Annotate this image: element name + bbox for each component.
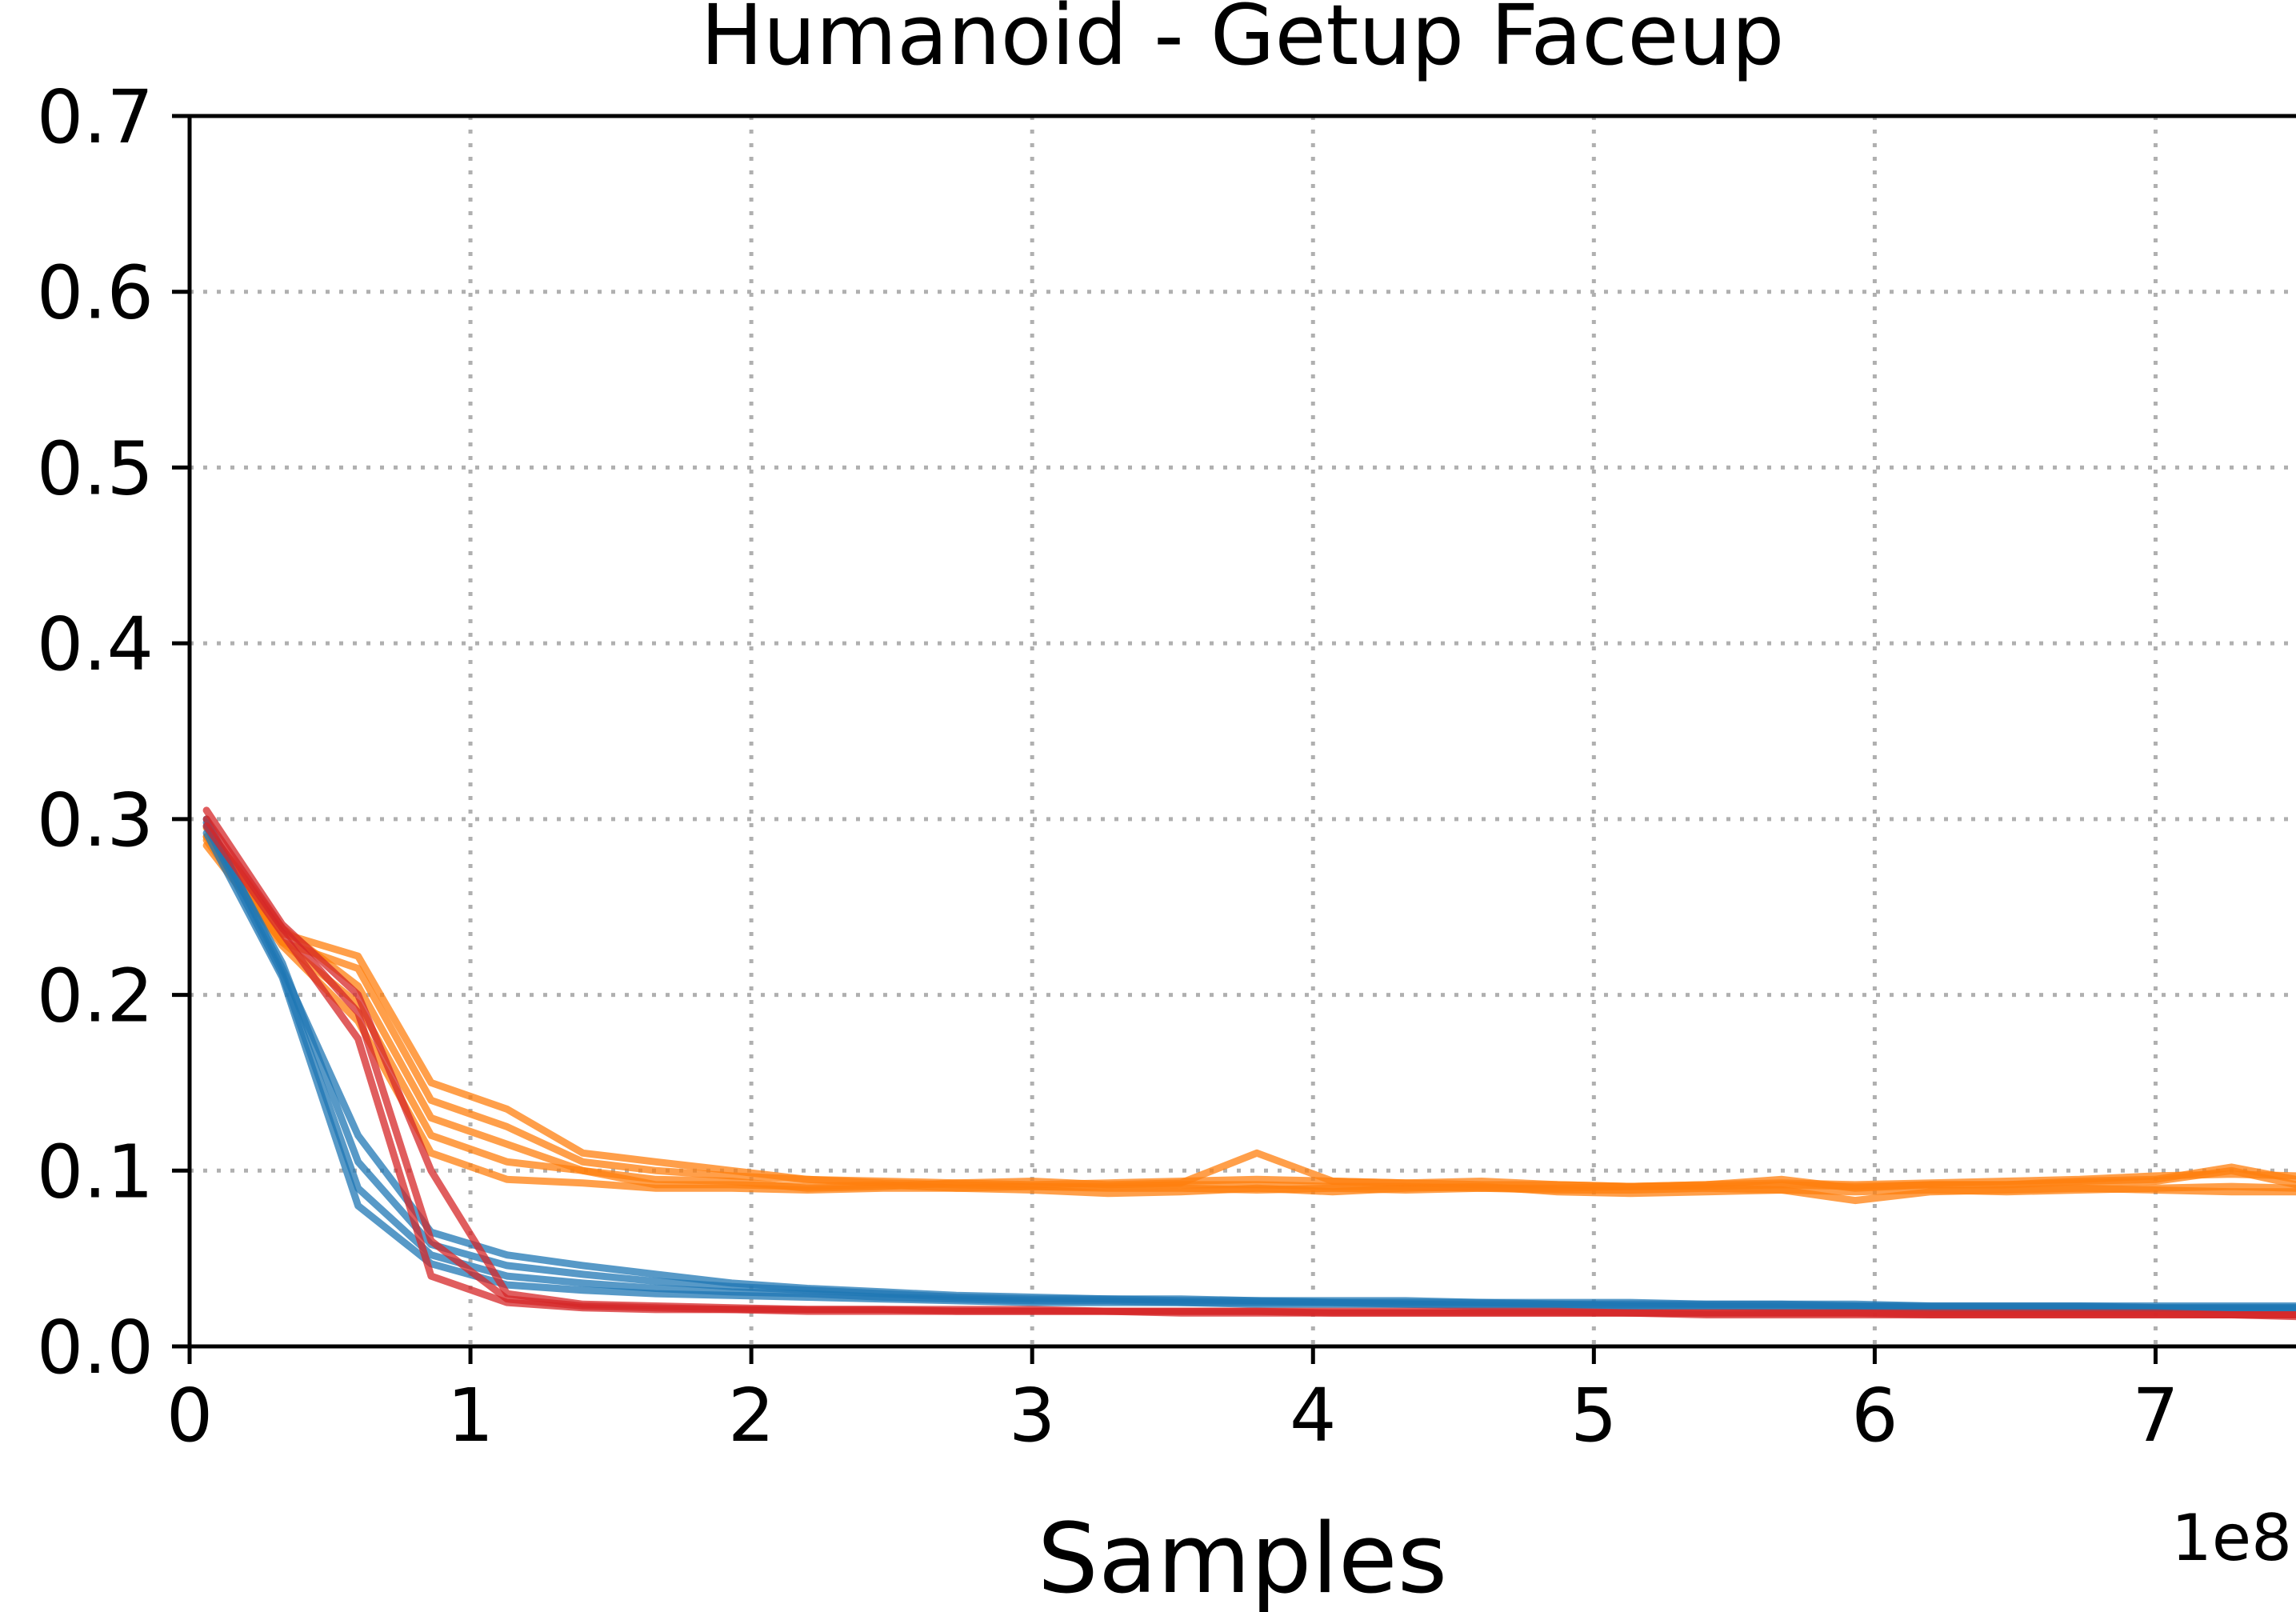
y-tick-label: 0.5 xyxy=(37,426,154,511)
y-tick-label: 0.3 xyxy=(37,778,154,863)
x-tick-label: 1 xyxy=(447,1373,494,1458)
x-tick-label: 5 xyxy=(1570,1373,1618,1458)
series-line xyxy=(202,822,2296,1321)
x-tick-label: 0 xyxy=(166,1373,214,1458)
grid xyxy=(190,116,2296,1346)
y-tick-label: 0.2 xyxy=(37,954,154,1039)
axes xyxy=(187,114,2296,1349)
y-tick-label: 0.1 xyxy=(37,1129,154,1214)
x-tick-label: 7 xyxy=(2132,1373,2179,1458)
series-line xyxy=(202,836,2296,1205)
x-tick-label: 3 xyxy=(1009,1373,1056,1458)
y-tick-label: 0.6 xyxy=(37,250,154,336)
y-tick-label: 0.7 xyxy=(37,74,154,160)
series-line xyxy=(202,824,2296,1192)
chart-title: Humanoid - Getup Faceup xyxy=(701,0,1785,84)
x-tick-label: 4 xyxy=(1290,1373,1337,1458)
x-tick-label: 6 xyxy=(1851,1373,1898,1458)
ticks: 0 1 2 3 4 5 6 7 0.0 0.1 0.2 0.3 0.4 0.5 0.6 0.7 xyxy=(37,74,2179,1458)
y-tick-label: 0.4 xyxy=(37,602,154,687)
y-tick-label: 0.0 xyxy=(37,1305,154,1390)
x-axis-label: Samples xyxy=(1038,1504,1447,1612)
x-axis-offset-label: 1e8 xyxy=(2171,1501,2292,1575)
x-tick-label: 2 xyxy=(728,1373,775,1458)
plot-area xyxy=(202,806,2296,1321)
series-line xyxy=(202,829,2296,1314)
